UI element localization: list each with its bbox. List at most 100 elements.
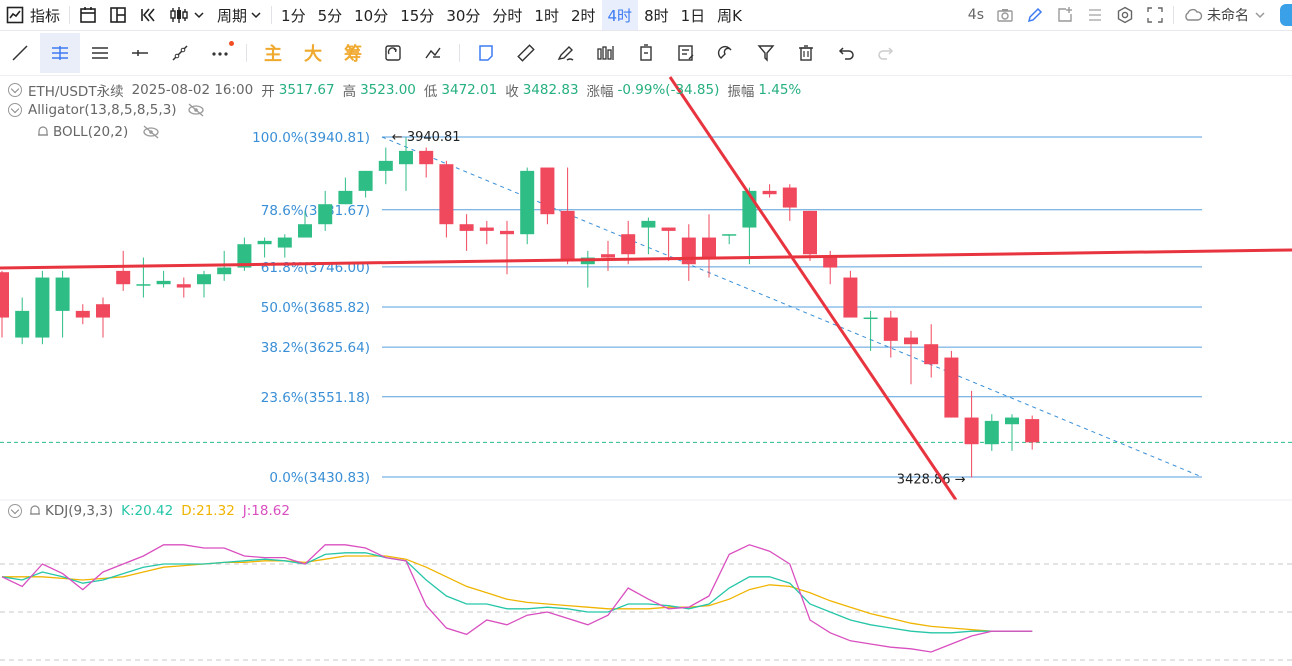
interval-tab-7[interactable]: 2时 xyxy=(570,6,596,25)
ray-tool[interactable] xyxy=(160,33,200,73)
high-price-marker: ← 3940.81 xyxy=(392,130,461,145)
boll-name: BOLL(20,2) xyxy=(53,124,129,140)
collapse-toggle-icon[interactable] xyxy=(8,103,22,117)
candle-body xyxy=(156,280,171,285)
position-tool[interactable] xyxy=(626,33,666,73)
annotation-tool[interactable] xyxy=(466,33,506,73)
candle-body xyxy=(964,417,979,445)
side-panel-tab[interactable] xyxy=(1280,4,1292,26)
kdj-name: KDJ(9,3,3) xyxy=(45,503,114,519)
candle-body xyxy=(75,310,90,318)
main-indicator-button[interactable]: 主 xyxy=(264,44,282,65)
candle-body xyxy=(601,254,615,258)
collapse-toggle-icon[interactable] xyxy=(8,83,22,97)
eye-hidden-icon[interactable] xyxy=(142,125,160,139)
rewind-icon xyxy=(141,8,155,22)
interval-tab-9[interactable]: 8时 xyxy=(644,6,669,25)
low-label: 低 xyxy=(423,84,438,100)
delete-tool[interactable] xyxy=(786,33,826,73)
low-price-marker: 3428.86 → xyxy=(897,472,966,487)
candle-body xyxy=(500,230,514,235)
settings-button[interactable] xyxy=(1110,0,1140,30)
period-dropdown[interactable]: 周期 xyxy=(211,0,268,30)
candle-body xyxy=(904,337,918,345)
candle-body xyxy=(722,234,737,236)
candle-body xyxy=(924,344,939,365)
list-button[interactable] xyxy=(1080,0,1110,30)
layout-button[interactable] xyxy=(103,0,133,30)
list-icon xyxy=(1089,9,1101,21)
kdj-k-line xyxy=(1,552,1033,634)
interval-tab-1[interactable]: 5分 xyxy=(317,6,343,25)
fib-level-label: 100.0%(3940.81) xyxy=(252,130,370,146)
open-value: 3517.67 xyxy=(278,82,335,98)
candle-body xyxy=(1005,417,1019,425)
interval-tab-10[interactable]: 1日 xyxy=(680,6,706,25)
interval-tab-5[interactable]: 分时 xyxy=(492,6,523,25)
redo-button[interactable] xyxy=(866,33,906,73)
compare-tool[interactable] xyxy=(413,33,453,73)
calendar-button[interactable] xyxy=(73,0,103,30)
layout-name: 未命名 xyxy=(1207,8,1249,24)
interval-tab-8[interactable]: 4时 xyxy=(601,0,639,30)
candle-body xyxy=(823,257,838,268)
amplitude-label: 振幅 xyxy=(727,84,755,100)
bell-icon[interactable] xyxy=(36,125,50,139)
candle-body xyxy=(197,274,211,285)
candle-body xyxy=(399,150,413,165)
candle-body xyxy=(116,270,131,285)
undo-button[interactable] xyxy=(826,33,866,73)
line-chart-icon xyxy=(6,6,24,24)
refresh-tool[interactable] xyxy=(373,33,413,73)
open-label: 开 xyxy=(261,84,275,100)
candle-body xyxy=(217,267,232,275)
alligator-name: Alligator(13,8,5,8,5,3) xyxy=(28,102,177,118)
undo-icon xyxy=(838,47,854,60)
indicators-button[interactable]: 指标 xyxy=(0,0,66,30)
big-order-button[interactable]: 大 xyxy=(304,44,322,65)
interval-tab-3[interactable]: 15分 xyxy=(400,6,435,25)
filter-tool[interactable] xyxy=(746,33,786,73)
chevron-down-icon xyxy=(1255,12,1265,19)
brush-tool[interactable] xyxy=(546,33,586,73)
chip-distribution-button[interactable]: 筹 xyxy=(344,44,362,65)
text-tool[interactable] xyxy=(666,33,706,73)
interval-tab-6[interactable]: 1时 xyxy=(534,6,559,25)
channel-icon xyxy=(92,47,108,59)
replay-button[interactable] xyxy=(133,0,163,30)
interval-tab-11[interactable]: 周K xyxy=(717,6,742,25)
draw-button[interactable] xyxy=(1020,0,1050,30)
interval-tab-2[interactable]: 10分 xyxy=(354,6,389,25)
collapse-toggle-icon[interactable] xyxy=(8,504,22,518)
candle-body xyxy=(843,277,858,318)
interval-tab-0[interactable]: 1分 xyxy=(281,6,306,25)
candle-body xyxy=(277,237,292,248)
camera-icon xyxy=(997,9,1013,22)
close-label: 收 xyxy=(505,84,519,100)
candle-body xyxy=(15,310,30,338)
parallel-channel-tool[interactable] xyxy=(80,33,120,73)
add-chart-button[interactable] xyxy=(1050,0,1080,30)
candle-body xyxy=(318,204,333,225)
pattern-tool[interactable] xyxy=(586,33,626,73)
magnet-tool[interactable] xyxy=(706,33,746,73)
horizontal-ray-tool[interactable] xyxy=(120,33,160,73)
alligator-legend: Alligator(13,8,5,8,5,3) xyxy=(8,102,205,118)
chevron-down-icon xyxy=(194,12,204,19)
fullscreen-button[interactable] xyxy=(1140,0,1170,30)
change-label: 涨幅 xyxy=(586,84,614,100)
eye-hidden-icon[interactable] xyxy=(187,103,205,117)
red-trend-line-horizontal xyxy=(0,248,1292,270)
chevron-down-icon xyxy=(251,12,261,19)
more-tools-button[interactable] xyxy=(200,33,240,73)
screenshot-button[interactable] xyxy=(990,0,1020,30)
bell-icon[interactable] xyxy=(28,504,42,518)
horizontal-line-tool[interactable] xyxy=(40,33,80,73)
interval-tab-4[interactable]: 30分 xyxy=(446,6,481,25)
chart-type-button[interactable] xyxy=(163,0,211,30)
price-legend: ETH/USDT永续 2025-08-02 16:00 开 3517.67 高 35… xyxy=(8,80,809,100)
ruler-tool[interactable] xyxy=(506,33,546,73)
trendline-tool[interactable] xyxy=(0,33,40,73)
layout-name-dropdown[interactable]: 未命名 xyxy=(1177,0,1272,30)
